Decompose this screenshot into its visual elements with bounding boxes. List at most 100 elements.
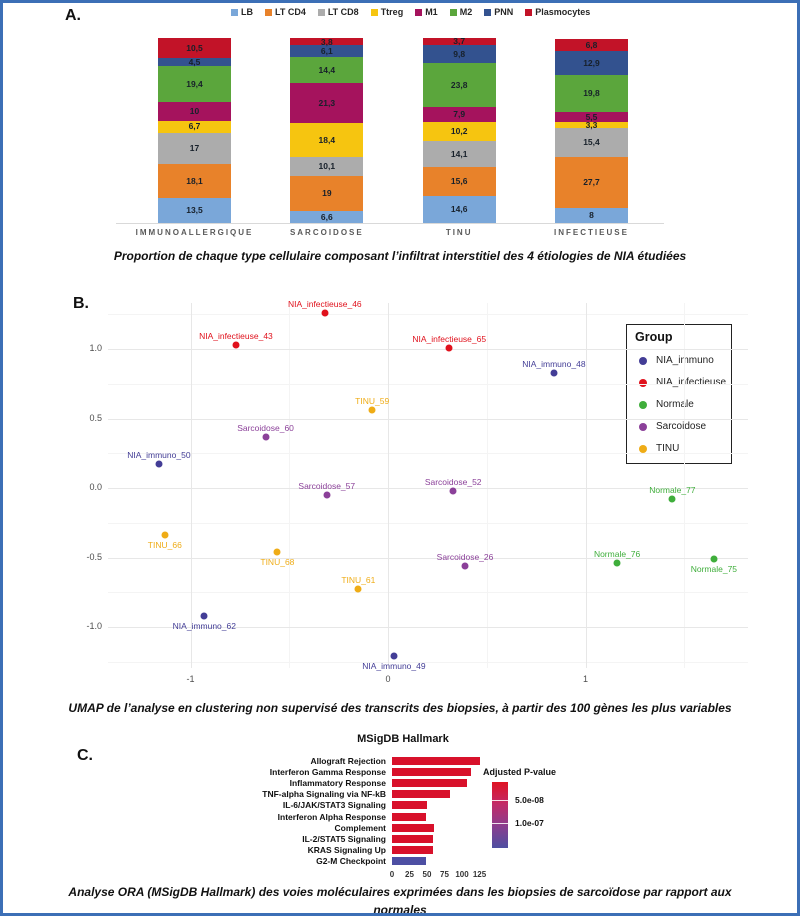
segment-value: 13,5 [186, 205, 203, 216]
bar-row: G2-M Checkpoint [153, 856, 553, 867]
segment-value: 4,5 [188, 56, 201, 67]
legend-item: LB [231, 7, 253, 17]
segment-value: 9,8 [453, 48, 466, 59]
segment-value: 14,4 [318, 64, 336, 75]
segment-value: 8 [589, 210, 594, 221]
gridline-minor [108, 592, 748, 594]
legend-label: M2 [459, 7, 473, 17]
gridline-major [108, 627, 748, 628]
panel-b-legend: Group NIA_immuno NIA_infectieuse Normale Sa… [626, 324, 732, 464]
scatter-point-label: Sarcoidose_57 [298, 480, 356, 491]
segment-value: 19,4 [186, 78, 203, 89]
category-label: INFECTIEUSE [554, 228, 629, 237]
scatter-point [613, 559, 621, 567]
segment-value: 3,3 [585, 119, 598, 130]
y-tick-label: -0.5 [86, 551, 102, 562]
legend-item: LT CD8 [317, 7, 359, 17]
bar-segment: 14,1 [422, 140, 496, 168]
bar-segment: 23,8 [422, 63, 496, 108]
legend-dot [639, 422, 647, 431]
gridline-minor [684, 303, 686, 668]
legend-dot [639, 356, 647, 365]
bar-segment: 19,8 [554, 75, 628, 112]
segment-value: 15,4 [583, 137, 600, 148]
scatter-point-label: TINU_68 [260, 556, 295, 567]
scatter-point [155, 460, 163, 468]
legend-swatch [265, 8, 272, 16]
legend-label: LT CD4 [275, 7, 306, 17]
gridline-minor [486, 303, 488, 668]
gridline-minor [108, 383, 748, 385]
segment-value: 7,9 [453, 109, 466, 120]
legend-item: Normale [639, 399, 723, 410]
x-tick-label: 75 [440, 870, 449, 879]
scatter-point-label: Normale_77 [649, 485, 696, 496]
y-tick-label: 0.5 [89, 412, 102, 423]
category-label: IMMUNOALLERGIQUE [135, 228, 254, 237]
legend-label: Normale [656, 399, 694, 410]
y-tick-label: -1.0 [86, 621, 102, 631]
x-tick-label: 25 [405, 870, 414, 879]
scatter-point [232, 341, 240, 349]
scatter-point-label: NIA_immuno_62 [172, 620, 236, 631]
x-tick-label: 100 [455, 870, 469, 879]
legend-dot [639, 400, 647, 409]
bar-category-label: Complement [334, 822, 386, 833]
legend-item: LT CD4 [265, 7, 306, 17]
bar-segment: 18,1 [158, 164, 231, 198]
segment-value: 17 [189, 143, 200, 154]
legend-item: M1 [415, 7, 438, 17]
bar-segment: 10 [158, 101, 231, 121]
scatter-point [461, 562, 469, 570]
bar-row: Inflammatory Response [153, 777, 553, 788]
legend-item: PNN [484, 7, 513, 17]
colorbar-tick [492, 800, 508, 801]
legend-label: LT CD8 [327, 7, 359, 17]
colorbar-tick [492, 823, 508, 824]
bar-category-label: Interferon Gamma Response [269, 766, 386, 777]
scatter-point [273, 548, 281, 556]
gridline-minor [108, 522, 748, 524]
gridline-major [585, 303, 587, 668]
panel-b-legend-title: Group [635, 330, 673, 344]
bar-segment: 14,6 [422, 195, 496, 223]
bar [392, 834, 433, 843]
bar-segment: 6,6 [290, 210, 364, 223]
bar-row: IL-2/STAT5 Signaling [153, 833, 553, 844]
umap-scatter-plot: Group NIA_immuno NIA_infectieuse Normale Sa… [86, 299, 748, 684]
category-label: TINU [445, 228, 473, 237]
scatter-point-label: NIA_immuno_48 [522, 358, 586, 369]
segment-value: 19 [322, 187, 332, 198]
ora-bar-chart: Allograft Rejection Interferon Gamma Resp… [153, 755, 553, 867]
legend-item: Sarcoidose [639, 421, 723, 432]
x-tick-label: -1 [186, 674, 195, 684]
bar-segment: 17 [158, 132, 231, 165]
bar-segment: 7,9 [422, 107, 496, 122]
panel-c-chart-title: MSigDB Hallmark [357, 733, 449, 745]
legend-label: NIA_infectieuse [656, 377, 727, 388]
segment-value: 12,9 [583, 58, 600, 69]
bar-category-label: IL-2/STAT5 Signaling [302, 833, 386, 844]
y-tick-label: 1.0 [89, 343, 102, 353]
bar-segment: 6,7 [158, 120, 231, 133]
segment-value: 23,8 [450, 79, 468, 90]
segment-value: 27,7 [583, 177, 600, 188]
colorbar-tick-label: 5.0e-08 [515, 795, 544, 805]
x-tick-label: 125 [472, 870, 487, 879]
pvalue-legend-title: Adjusted P-value [483, 767, 557, 777]
bar-segment: 21,3 [290, 83, 364, 123]
bar-segment: 19,4 [158, 65, 231, 102]
bar-segment: 4,5 [158, 58, 231, 66]
legend-label: PNN [494, 7, 514, 17]
stacked-bar: 14,6 15,6 14,1 10,2 7,9 23,8 9,8 3,7 [422, 37, 496, 223]
legend-swatch [415, 8, 423, 16]
bar [392, 756, 480, 765]
legend-swatch [525, 8, 533, 16]
scatter-point [710, 555, 718, 563]
scatter-point [449, 487, 457, 495]
category-label: SARCOIDOSE [289, 228, 364, 237]
scatter-point-label: TINU_61 [341, 575, 376, 586]
gridline-minor [108, 453, 748, 455]
bar-category-label: Allograft Rejection [310, 755, 386, 766]
panel-a-label: A. [65, 7, 81, 24]
